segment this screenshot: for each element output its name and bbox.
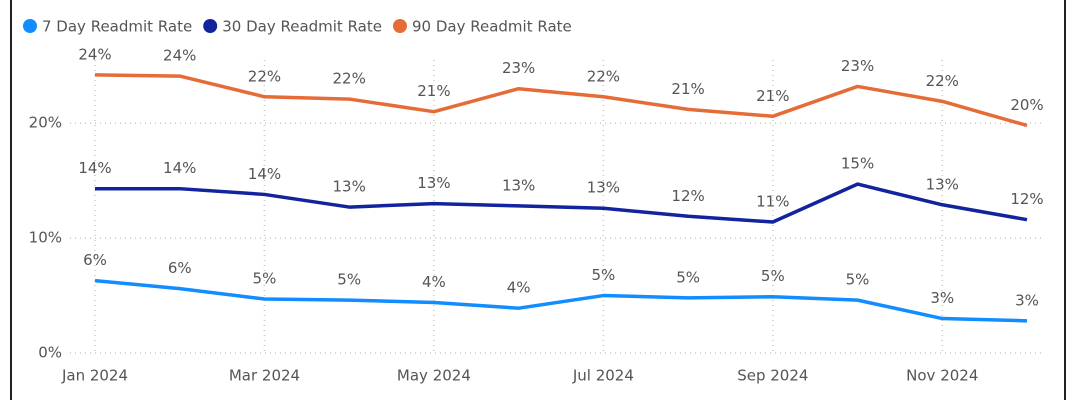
legend-label: 90 Day Readmit Rate [412, 18, 572, 36]
legend-label: 7 Day Readmit Rate [42, 18, 192, 36]
data-label: 6% [83, 251, 107, 269]
y-tick-label: 10% [29, 229, 62, 247]
x-tick-label: Jul 2024 [572, 367, 634, 385]
x-tick-label: Nov 2024 [906, 367, 978, 385]
data-label: 3% [1015, 291, 1039, 309]
data-label: 5% [337, 271, 361, 289]
data-label: 22% [333, 70, 366, 88]
data-label: 14% [78, 159, 111, 177]
data-label: 4% [422, 273, 446, 291]
x-tick-label: Sep 2024 [737, 367, 808, 385]
data-label: 21% [417, 82, 450, 100]
y-tick-label: 0% [38, 344, 62, 362]
data-label: 14% [248, 165, 281, 183]
data-label: 13% [333, 178, 366, 196]
data-label: 11% [756, 193, 789, 211]
data-label: 5% [253, 269, 277, 287]
data-label: 24% [163, 47, 196, 65]
legend-marker [23, 19, 37, 33]
data-label: 5% [846, 271, 870, 289]
data-label: 5% [591, 266, 615, 284]
y-tick-label: 20% [29, 114, 62, 132]
x-tick-label: May 2024 [397, 367, 471, 385]
series-line [94, 73, 1028, 128]
data-label: 13% [926, 175, 959, 193]
data-label: 14% [163, 159, 196, 177]
data-label: 5% [761, 267, 785, 285]
data-label: 4% [507, 279, 531, 297]
series-line [94, 278, 1028, 323]
data-label: 5% [676, 268, 700, 286]
legend-label: 30 Day Readmit Rate [222, 18, 382, 36]
data-label: 24% [78, 45, 111, 63]
legend-marker [203, 19, 218, 33]
data-label: 3% [930, 289, 954, 307]
data-label: 22% [248, 67, 281, 85]
data-label: 6% [168, 259, 192, 277]
legend-marker [392, 19, 407, 33]
data-label: 15% [841, 155, 874, 173]
data-label: 13% [587, 179, 620, 197]
data-label: 22% [926, 72, 959, 90]
data-label: 21% [756, 87, 789, 105]
series-line [95, 182, 1028, 224]
data-label: 21% [671, 80, 704, 98]
data-label: 13% [502, 176, 535, 194]
data-label: 23% [502, 59, 535, 77]
data-label: 23% [841, 57, 874, 75]
data-label: 13% [417, 174, 450, 192]
x-tick-label: Mar 2024 [229, 367, 300, 385]
data-label: 22% [587, 67, 620, 85]
data-label: 20% [1010, 96, 1043, 114]
data-label: 12% [1010, 190, 1043, 208]
frame [10, 0, 1066, 400]
data-label: 12% [671, 187, 704, 205]
x-tick-label: Jan 2024 [61, 367, 128, 385]
